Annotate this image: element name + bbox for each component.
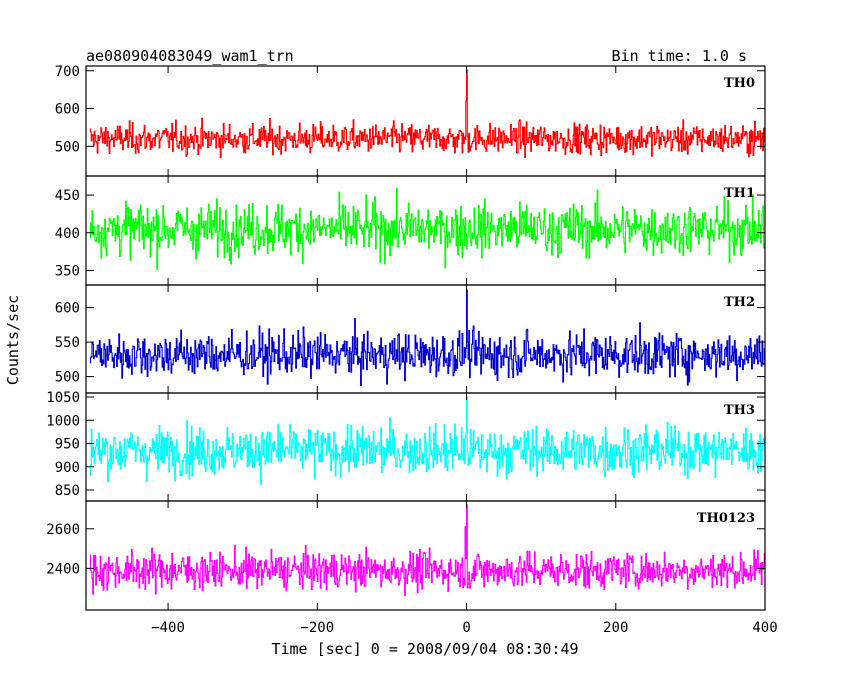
- y-tick-label: 500: [55, 370, 80, 386]
- y-tick-label: 2600: [46, 522, 80, 538]
- y-tick-label: 600: [55, 102, 80, 118]
- y-tick-label: 500: [55, 139, 80, 155]
- panel-th2: 500 550 600 TH2: [55, 284, 766, 394]
- panel-th0123: 2400 2600 TH0123: [46, 500, 766, 611]
- x-tick-label: −200: [300, 620, 334, 636]
- series-line-th0123: [89, 504, 765, 596]
- y-tick-label: 400: [55, 226, 80, 242]
- series-line-th0: [89, 69, 765, 159]
- y-tick-label: 1000: [46, 413, 80, 429]
- bin-time-label: Bin time: 1.0 s: [612, 47, 747, 65]
- y-tick-label: 850: [55, 483, 80, 499]
- x-tick-label: −400: [151, 620, 185, 636]
- x-tick-labels: −400 −200 0 200 400: [151, 620, 777, 636]
- series-line-th3: [89, 396, 765, 485]
- y-tick-label: 550: [55, 335, 80, 351]
- panel-th0: 500 600 700 TH0: [55, 64, 766, 177]
- y-tick-label: 600: [55, 301, 80, 317]
- panel-th3: 850 900 950 1000 1050 TH3: [46, 390, 766, 502]
- series-line-th2: [89, 289, 765, 387]
- x-axis-label: Time [sec] 0 = 2008/09/04 08:30:49: [271, 640, 578, 658]
- chart-title: ae080904083049_wam1_trn: [86, 47, 294, 65]
- y-tick-label: 450: [55, 188, 80, 204]
- x-tick-label: 400: [752, 620, 777, 636]
- y-tick-label: 900: [55, 460, 80, 476]
- x-tick-label: 0: [462, 620, 470, 636]
- y-tick-label: 2400: [46, 561, 80, 577]
- series-line-th1: [89, 188, 765, 271]
- panel-name-label: TH3: [724, 403, 755, 418]
- panels-group: 500 600 700 TH0 350 400 450 TH1 500 550 600 TH2 850 9…: [46, 64, 766, 611]
- y-axis-label: Counts/sec: [4, 295, 22, 385]
- y-tick-label: 350: [55, 263, 80, 279]
- x-tick-label: 200: [603, 620, 628, 636]
- panel-frame: [85, 500, 766, 611]
- y-tick-label: 700: [55, 64, 80, 80]
- y-tick-label: 1050: [46, 390, 80, 406]
- panel-th1: 350 400 450 TH1: [55, 175, 766, 286]
- panel-frame: [85, 65, 766, 177]
- panel-name-label: TH0: [724, 76, 755, 91]
- panel-name-label: TH2: [724, 295, 755, 310]
- panel-name-label: TH1: [724, 186, 755, 201]
- y-tick-label: 950: [55, 437, 80, 453]
- panel-name-label: TH0123: [697, 511, 755, 526]
